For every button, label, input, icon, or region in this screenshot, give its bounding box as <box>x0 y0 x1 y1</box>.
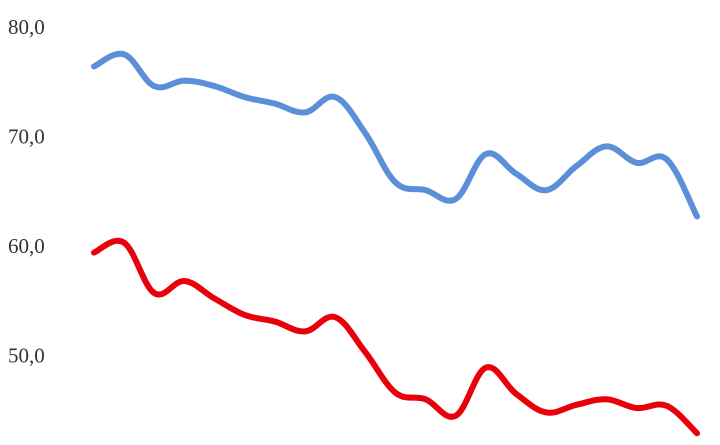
series-line-1 <box>91 50 700 220</box>
y-tick-label: 60,0 <box>8 234 45 258</box>
y-tick-label: 80,0 <box>8 15 45 39</box>
series-line-2 <box>91 237 700 437</box>
y-tick-label: 50,0 <box>8 344 45 368</box>
y-tick-label: 70,0 <box>8 125 45 149</box>
